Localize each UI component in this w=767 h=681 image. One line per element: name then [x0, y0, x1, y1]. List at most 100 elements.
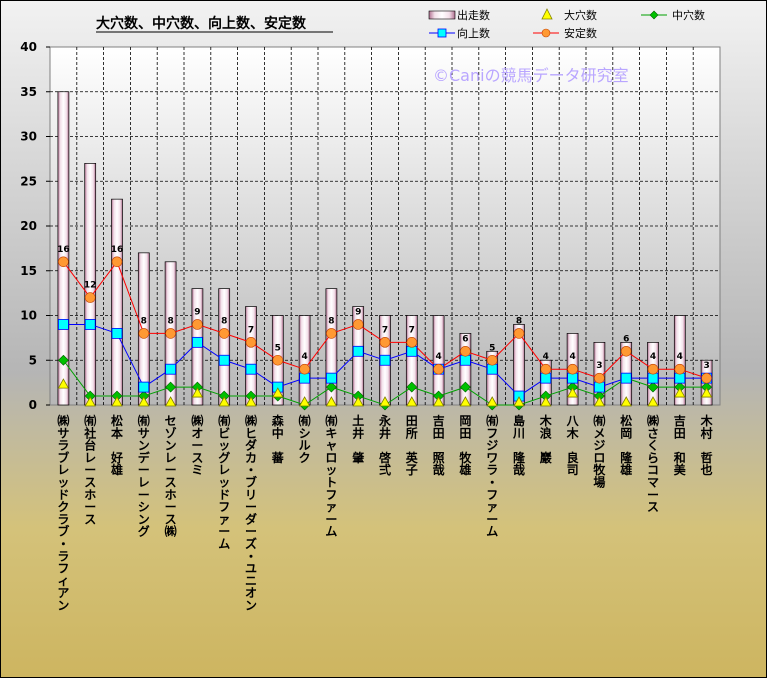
x-category-label: ㈱ヒダカ・ブリーダーズ・ユニオン — [245, 413, 257, 613]
marker-chuuana — [406, 381, 418, 393]
chart-title: 大穴数、中穴数、向上数、安定数 — [96, 15, 307, 32]
y-tick-label: 15 — [20, 264, 37, 278]
x-category-label: 八木 良司 — [566, 414, 580, 477]
x-category-label: 吉田 和美 — [673, 413, 687, 477]
marker-antei — [379, 337, 391, 348]
x-category-label: ㈱さくらコマース — [647, 413, 659, 514]
data-label-antei: 7 — [248, 325, 254, 335]
x-category-label: 松岡 隆雄 — [619, 413, 633, 477]
marker-antei — [674, 363, 686, 375]
x-category-label: ㈲ビッグレッドファーム — [218, 413, 230, 551]
marker-oana — [111, 396, 123, 407]
marker-antei — [406, 337, 418, 348]
marker-oana — [84, 396, 96, 407]
data-label-antei: 4 — [650, 352, 656, 362]
data-label-antei: 16 — [57, 245, 70, 255]
marker-oana — [379, 396, 391, 407]
legend-antei-label: 安定数 — [564, 26, 597, 40]
data-label-antei: 4 — [677, 352, 683, 362]
data-label-antei: 9 — [355, 307, 361, 317]
markers-layer — [57, 256, 713, 411]
marker-oana — [432, 396, 445, 407]
marker-koujou — [165, 363, 177, 375]
marker-koujou — [406, 345, 418, 357]
marker-chuuana — [459, 381, 471, 393]
marker-koujou — [674, 372, 686, 384]
marker-oana — [325, 396, 338, 407]
marker-oana — [593, 396, 606, 407]
y-tick-label: 20 — [20, 219, 37, 233]
marker-antei — [58, 256, 69, 268]
marker-oana — [406, 396, 418, 407]
x-category-label: 森中 蕃 — [271, 413, 285, 465]
marker-antei — [245, 337, 257, 348]
marker-koujou — [620, 372, 632, 384]
data-label-antei: 8 — [141, 316, 147, 326]
legend-oana: 大穴数 — [541, 8, 597, 22]
legend-koujou-label: 向上数 — [457, 26, 490, 40]
marker-antei — [594, 372, 605, 384]
marker-antei — [111, 256, 123, 268]
legend: 出走数 大穴数 中穴数 向上数 安定数 — [428, 8, 705, 40]
legend-koujou: 向上数 — [429, 26, 490, 40]
marker-oana — [540, 396, 552, 407]
marker-chuuana — [165, 381, 177, 393]
y-tick-label: 30 — [20, 130, 37, 144]
marker-koujou — [486, 363, 498, 375]
watermark: ©Caniの競馬データ研究室 — [433, 66, 629, 85]
x-category-label: 岡田 牧雄 — [458, 414, 472, 477]
data-label-antei: 5 — [275, 343, 281, 353]
marker-oana — [298, 396, 311, 407]
x-category-label: ㈲フジワラ・ファーム — [486, 413, 498, 539]
marker-oana — [191, 387, 204, 398]
marker-koujou — [647, 372, 659, 384]
marker-antei — [84, 292, 96, 303]
marker-oana — [272, 387, 284, 398]
data-label-antei: 12 — [84, 281, 97, 291]
data-label-antei: 5 — [489, 343, 495, 353]
x-category-label: ㈲シルク — [299, 413, 311, 465]
x-category-label: 木浪 巖 — [539, 413, 553, 465]
marker-koujou — [352, 345, 364, 357]
marker-oana — [245, 396, 257, 407]
x-category-label: ㈲キャロットファーム — [325, 413, 337, 539]
marker-koujou — [459, 354, 471, 366]
marker-oana — [164, 396, 177, 407]
marker-antei — [352, 319, 364, 330]
bar-runs — [57, 91, 70, 406]
legend-oana-label: 大穴数 — [564, 8, 597, 22]
legend-antei: 安定数 — [533, 26, 597, 40]
marker-antei — [460, 345, 471, 357]
data-label-antei: 6 — [623, 334, 629, 344]
marker-antei — [272, 354, 284, 366]
marker-antei — [192, 319, 203, 330]
data-label-antei: 8 — [221, 316, 227, 326]
data-label-antei: 7 — [382, 325, 388, 335]
marker-oana — [459, 396, 472, 407]
x-category-label: ㈲サンデーレーシング — [138, 413, 151, 539]
marker-oana — [647, 396, 659, 407]
data-label-antei: 6 — [462, 334, 468, 344]
x-category-label: セゾンレースホース㈱ — [165, 414, 177, 539]
marker-koujou — [218, 354, 230, 366]
data-label-antei: 3 — [703, 361, 709, 371]
marker-antei — [486, 354, 498, 366]
y-axis: 0 5 10 15 20 25 30 35 40 — [20, 40, 50, 412]
marker-antei — [647, 363, 659, 375]
x-category-label: 土井 肇 — [352, 413, 365, 465]
data-labels-layer: 16 12 16 8 8 9 8 7 5 4 8 9 7 7 4 6 5 8 4 4 3 6 4 4 3 — [57, 245, 710, 371]
marker-antei — [513, 328, 525, 339]
marker-antei — [138, 328, 150, 339]
marker-chuuana — [57, 354, 69, 366]
marker-koujou — [540, 372, 552, 384]
x-category-label: 永井 啓弍 — [378, 413, 392, 477]
legend-bar-label: 出走数 — [457, 8, 490, 22]
marker-koujou — [567, 372, 578, 384]
marker-koujou — [299, 372, 311, 384]
data-label-antei: 4 — [543, 352, 549, 362]
marker-oana — [674, 387, 686, 398]
x-category-label: 木村 哲也 — [700, 413, 714, 477]
marker-antei — [433, 363, 444, 375]
